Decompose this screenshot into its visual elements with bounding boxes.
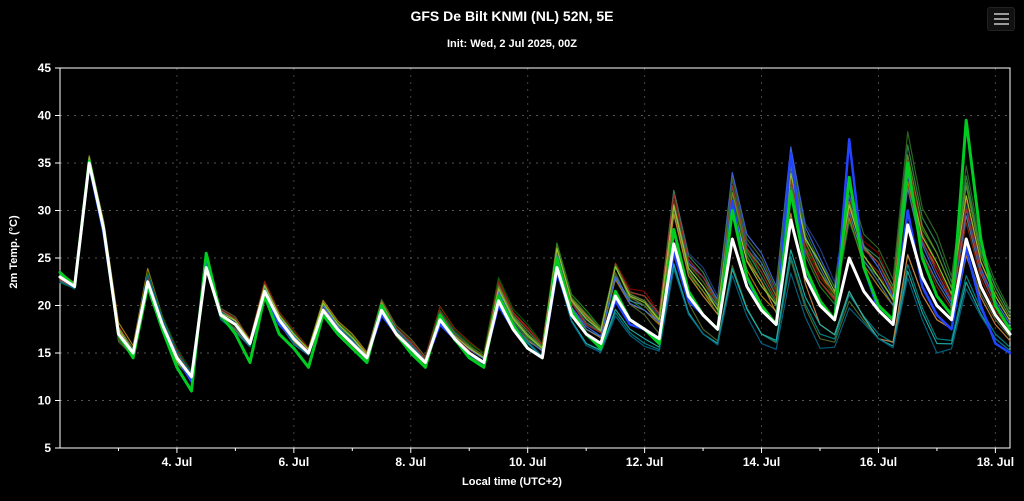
x-axis-title: Local time (UTC+2): [462, 476, 562, 488]
y-tick-label: 30: [38, 204, 52, 218]
ensemble-member-line: [59, 144, 1011, 375]
y-tick-label: 35: [38, 156, 52, 170]
hamburger-icon: [993, 23, 1009, 25]
y-tick-label: 10: [38, 394, 52, 408]
x-tick-label: 6. Jul: [279, 455, 310, 469]
x-tick-label: 12. Jul: [626, 455, 663, 469]
y-tick-label: 20: [38, 299, 52, 313]
y-axis-title: 2m Temp. (°C): [8, 215, 20, 289]
x-tick-label: 18. Jul: [977, 455, 1014, 469]
hamburger-icon: [993, 13, 1009, 15]
plot-frame: [59, 67, 1011, 449]
chart-axes: 5 10 15 20 25 30 35 40 45 4. Jul 6. Jul 8. Jul 10. J…: [38, 61, 1014, 469]
chart-menu-button[interactable]: [987, 7, 1015, 31]
chart-series: [58, 118, 1012, 393]
y-tick-label: 40: [38, 109, 52, 123]
y-tick-label: 45: [38, 61, 52, 75]
hamburger-icon: [993, 18, 1009, 20]
y-tick-label: 5: [44, 441, 51, 455]
ensemble-mean-line: [58, 161, 1012, 379]
chart-title: GFS De Bilt KNMI (NL) 52N, 5E: [410, 8, 614, 24]
x-tick-label: 10. Jul: [509, 455, 546, 469]
y-tick-label: 15: [38, 346, 52, 360]
chart-subtitle: Init: Wed, 2 Jul 2025, 00Z: [446, 38, 577, 50]
x-tick-label: 4. Jul: [162, 455, 193, 469]
y-tick-label: 25: [38, 251, 52, 265]
x-tick-label: 14. Jul: [743, 455, 780, 469]
x-tick-label: 8. Jul: [395, 455, 426, 469]
chart-grid: [60, 68, 1010, 448]
x-tick-label: 16. Jul: [860, 455, 897, 469]
